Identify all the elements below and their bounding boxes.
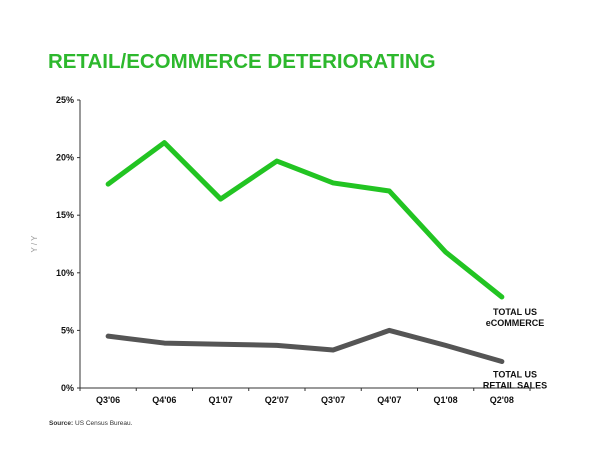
x-tick-label: Q3'06 — [96, 395, 120, 405]
data-point — [500, 360, 504, 364]
data-point — [106, 334, 110, 338]
data-point — [219, 342, 223, 346]
y-tick-label: 10% — [56, 268, 74, 278]
data-point — [444, 250, 448, 254]
data-point — [162, 141, 166, 145]
data-point — [275, 159, 279, 163]
data-point — [387, 189, 391, 193]
data-point — [331, 348, 335, 352]
data-point — [219, 197, 223, 201]
y-tick-label: 20% — [56, 153, 74, 163]
x-tick-label: Q1'07 — [209, 395, 233, 405]
series-line-retail — [105, 327, 505, 365]
source-note: Source: US Census Bureau. — [49, 420, 132, 427]
x-tick-label: Q4'06 — [152, 395, 176, 405]
source-text: US Census Bureau. — [75, 420, 133, 427]
data-point — [387, 328, 391, 332]
series-label: eCOMMERCE — [486, 318, 545, 328]
data-point — [275, 343, 279, 347]
x-tick-label: Q3'07 — [321, 395, 345, 405]
y-tick-label: 15% — [56, 210, 74, 220]
y-tick-label: 25% — [56, 95, 74, 105]
series-label: RETAIL SALES — [483, 381, 547, 391]
data-point — [331, 181, 335, 185]
data-point — [106, 182, 110, 186]
source-label: Source: — [49, 420, 74, 427]
x-tick-label: Q2'07 — [265, 395, 289, 405]
x-tick-label: Q4'07 — [377, 395, 401, 405]
data-point — [500, 295, 504, 299]
data-point — [162, 341, 166, 345]
x-tick-label: Q1'08 — [434, 395, 458, 405]
x-tick-label: Q2'08 — [490, 395, 514, 405]
series-label: TOTAL US — [493, 370, 537, 380]
y-tick-label: 5% — [61, 325, 74, 335]
chart-title: RETAIL/ECOMMERCE DETERIORATING — [48, 50, 436, 73]
y-axis-label: Y / Y — [30, 235, 39, 253]
y-tick-label: 0% — [61, 383, 74, 393]
series-line-ecommerce — [105, 140, 505, 300]
series-label: TOTAL US — [493, 307, 537, 317]
data-point — [444, 343, 448, 347]
